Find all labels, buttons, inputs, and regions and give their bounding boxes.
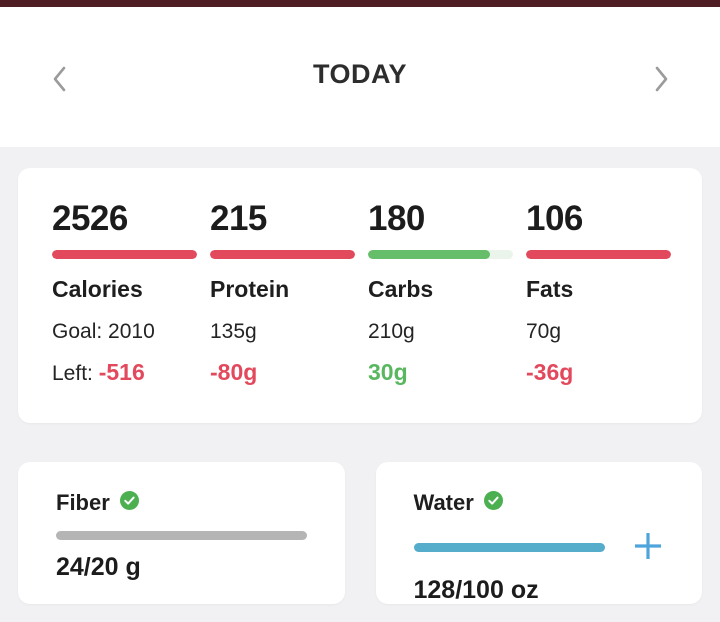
protein-progress-fill bbox=[210, 250, 355, 259]
protein-left-value: -80g bbox=[210, 359, 258, 385]
add-water-button[interactable] bbox=[632, 531, 664, 563]
calories-goal: Goal: 2010 bbox=[52, 320, 155, 343]
daily-summary-content: 2526 Calories Goal: 2010 Left: -516 215 … bbox=[0, 147, 720, 622]
tracker-cards-row: Fiber 24/20 g Water bbox=[18, 462, 702, 604]
check-circle-icon bbox=[483, 491, 503, 515]
fats-progress-bar bbox=[526, 250, 671, 259]
carbs-progress-bar bbox=[368, 250, 513, 259]
next-day-button[interactable] bbox=[644, 61, 678, 97]
macro-column-protein: 215 Protein 135g -80g bbox=[210, 200, 368, 423]
chevron-right-icon bbox=[654, 65, 669, 93]
fats-goal: 70g bbox=[526, 320, 562, 343]
calories-left: Left: -516 bbox=[52, 357, 210, 389]
fats-left: -36g bbox=[526, 357, 684, 389]
water-title-row: Water bbox=[414, 490, 665, 516]
fiber-title-row: Fiber bbox=[56, 490, 307, 516]
fats-left-value: -36g bbox=[526, 359, 574, 385]
calories-left-value: -516 bbox=[98, 359, 145, 385]
carbs-value: 180 bbox=[368, 199, 425, 238]
calories-value: 2526 bbox=[52, 199, 128, 238]
protein-label: Protein bbox=[210, 276, 290, 302]
macro-column-carbs: 180 Carbs 210g 30g bbox=[368, 200, 526, 423]
carbs-progress-fill bbox=[368, 250, 490, 259]
check-circle-icon bbox=[119, 491, 139, 515]
chevron-left-icon bbox=[52, 65, 67, 93]
carbs-left-value: 30g bbox=[368, 359, 408, 385]
calories-progress-fill bbox=[52, 250, 197, 259]
carbs-goal: 210g bbox=[368, 320, 415, 343]
left-prefix: Left: bbox=[52, 362, 99, 385]
fiber-value: 24/20 g bbox=[56, 553, 141, 581]
fats-progress-fill bbox=[526, 250, 671, 259]
carbs-left: 30g bbox=[368, 357, 526, 389]
page-title: TODAY bbox=[312, 59, 408, 89]
macro-column-fats: 106 Fats 70g -36g bbox=[526, 200, 684, 423]
calories-label: Calories bbox=[52, 276, 143, 302]
calories-progress-bar bbox=[52, 250, 197, 259]
protein-progress-bar bbox=[210, 250, 355, 259]
macros-summary-card: 2526 Calories Goal: 2010 Left: -516 215 … bbox=[18, 168, 702, 423]
water-value: 128/100 oz bbox=[413, 576, 539, 604]
plus-icon bbox=[632, 530, 664, 565]
previous-day-button[interactable] bbox=[42, 61, 76, 97]
status-bar-strip bbox=[0, 0, 720, 7]
date-header: TODAY bbox=[0, 7, 720, 147]
protein-goal: 135g bbox=[210, 320, 257, 343]
water-tracker-card[interactable]: Water 128/100 oz bbox=[375, 462, 702, 604]
water-label: Water bbox=[413, 490, 474, 515]
water-bar-row bbox=[413, 531, 665, 563]
fats-value: 106 bbox=[526, 199, 583, 238]
protein-value: 215 bbox=[210, 199, 267, 238]
water-progress-bar bbox=[413, 542, 605, 552]
fiber-progress-bar bbox=[56, 531, 307, 540]
protein-left: -80g bbox=[210, 357, 368, 389]
fiber-bar-row bbox=[56, 531, 307, 540]
macro-column-calories: 2526 Calories Goal: 2010 Left: -516 bbox=[52, 200, 210, 423]
carbs-label: Carbs bbox=[368, 276, 434, 302]
fiber-tracker-card[interactable]: Fiber 24/20 g bbox=[18, 462, 345, 604]
fiber-label: Fiber bbox=[56, 490, 110, 515]
fats-label: Fats bbox=[526, 276, 574, 302]
